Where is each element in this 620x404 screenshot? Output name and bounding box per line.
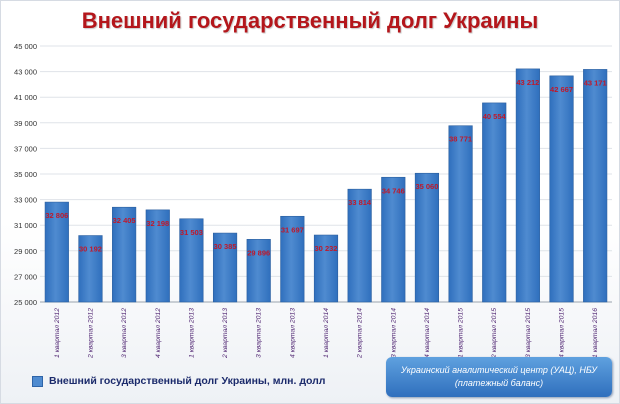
data-label: 35 060 — [415, 182, 438, 191]
bar — [515, 68, 540, 303]
data-label: 42 667 — [550, 85, 573, 94]
source-line-1: Украинский аналитический центр (УАЦ), НБ… — [400, 365, 597, 375]
bar — [44, 201, 69, 303]
legend-swatch — [32, 375, 43, 387]
x-tick-label: 3 квартал 2014 — [390, 308, 397, 358]
x-tick-label: 2 квартал 2015 — [491, 308, 498, 359]
data-label: 33 814 — [348, 198, 372, 207]
data-label: 32 806 — [45, 211, 68, 220]
x-tick-label: 1 квартал 2014 — [323, 308, 330, 358]
data-label: 31 503 — [180, 228, 203, 237]
x-tick-label: 2 квартал 2012 — [87, 308, 94, 359]
x-tick-label: 4 квартал 2014 — [424, 308, 431, 358]
data-label: 40 554 — [483, 112, 507, 121]
y-tick-label: 31 000 — [14, 221, 37, 230]
bar — [212, 232, 238, 303]
y-tick-label: 29 000 — [14, 247, 37, 256]
x-tick-label: 3 квартал 2012 — [121, 308, 128, 358]
y-tick-label: 45 000 — [14, 42, 37, 51]
data-label: 30 232 — [315, 244, 338, 253]
source-box: Украинский аналитический центр (УАЦ), НБ… — [386, 357, 612, 397]
y-tick-label: 33 000 — [14, 196, 37, 205]
x-tick-label: 2 квартал 2014 — [357, 308, 364, 359]
legend: Внешний государственный долг Украины, мл… — [32, 375, 325, 387]
bar — [482, 102, 507, 303]
bar — [448, 125, 473, 303]
bar — [313, 234, 339, 303]
bar — [246, 239, 271, 303]
bar — [347, 188, 372, 303]
data-label: 30 192 — [79, 245, 102, 254]
bar — [112, 206, 137, 303]
y-tick-label: 41 000 — [14, 93, 37, 102]
x-tick-label: 1 квартал 2015 — [458, 308, 465, 358]
bar — [78, 235, 103, 303]
x-tick-label: 1 квартал 2016 — [592, 308, 599, 358]
bar — [280, 215, 305, 303]
y-tick-label: 25 000 — [14, 298, 37, 307]
y-tick-label: 27 000 — [14, 272, 37, 281]
x-tick-label: 3 квартал 2013 — [256, 308, 263, 358]
y-tick-label: 43 000 — [14, 68, 37, 77]
y-tick-label: 37 000 — [14, 144, 37, 153]
data-label: 43 171 — [584, 78, 607, 87]
data-label: 32 198 — [146, 219, 169, 228]
data-label: 31 697 — [281, 225, 304, 234]
legend-label: Внешний государственный долг Украины, мл… — [49, 375, 326, 387]
chart-title: Внешний государственный долг Украины — [81, 8, 539, 33]
bar — [549, 75, 574, 303]
y-tick-label: 35 000 — [14, 170, 37, 179]
source-line-2: (платежный баланс) — [454, 378, 544, 388]
data-label: 38 771 — [449, 135, 472, 144]
x-tick-label: 4 квартал 2015 — [559, 308, 566, 358]
bar — [381, 176, 406, 303]
data-label: 32 405 — [113, 216, 136, 225]
data-label: 29 896 — [247, 248, 270, 257]
x-tick-label: 4 квартал 2012 — [155, 308, 162, 358]
bar — [179, 218, 204, 303]
data-label: 43 212 — [516, 78, 539, 87]
bar — [583, 69, 608, 303]
data-label: 34 746 — [382, 186, 405, 195]
bar — [145, 209, 170, 303]
bar — [414, 172, 440, 303]
x-tick-label: 1 квартал 2013 — [188, 308, 195, 358]
x-tick-label: 4 квартал 2013 — [289, 308, 296, 358]
y-tick-label: 39 000 — [14, 119, 37, 128]
x-tick-label: 3 квартал 2015 — [525, 308, 532, 358]
x-tick-label: 2 квартал 2013 — [222, 308, 229, 359]
x-tick-label: 1 квартал 2012 — [54, 308, 61, 358]
data-label: 30 385 — [214, 242, 237, 251]
